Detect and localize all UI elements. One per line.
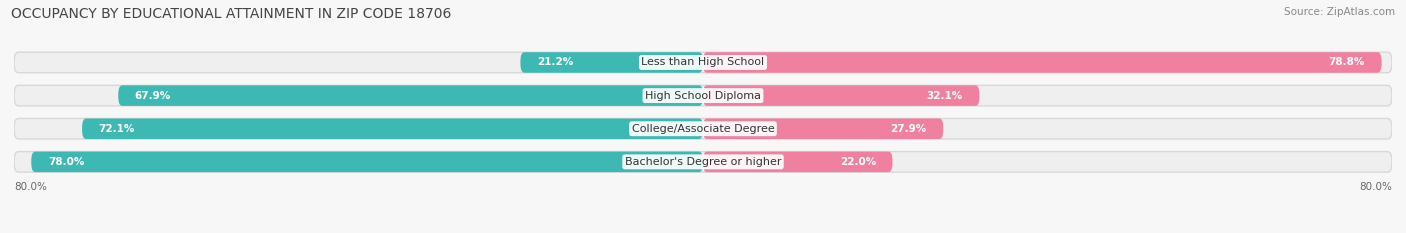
Text: 78.8%: 78.8% (1329, 58, 1365, 68)
FancyBboxPatch shape (703, 52, 1382, 73)
Text: 27.9%: 27.9% (890, 124, 927, 134)
FancyBboxPatch shape (14, 52, 1392, 73)
FancyBboxPatch shape (14, 152, 1392, 172)
FancyBboxPatch shape (31, 152, 703, 172)
FancyBboxPatch shape (703, 118, 943, 139)
Text: 32.1%: 32.1% (927, 91, 963, 101)
FancyBboxPatch shape (14, 118, 1392, 139)
Text: 21.2%: 21.2% (537, 58, 574, 68)
Text: Source: ZipAtlas.com: Source: ZipAtlas.com (1284, 7, 1395, 17)
Text: Bachelor's Degree or higher: Bachelor's Degree or higher (624, 157, 782, 167)
Text: College/Associate Degree: College/Associate Degree (631, 124, 775, 134)
FancyBboxPatch shape (82, 118, 703, 139)
Text: 67.9%: 67.9% (135, 91, 172, 101)
Text: 72.1%: 72.1% (98, 124, 135, 134)
Text: 22.0%: 22.0% (839, 157, 876, 167)
Text: 80.0%: 80.0% (14, 182, 46, 192)
Text: High School Diploma: High School Diploma (645, 91, 761, 101)
Text: 78.0%: 78.0% (48, 157, 84, 167)
Text: OCCUPANCY BY EDUCATIONAL ATTAINMENT IN ZIP CODE 18706: OCCUPANCY BY EDUCATIONAL ATTAINMENT IN Z… (11, 7, 451, 21)
Text: Less than High School: Less than High School (641, 58, 765, 68)
Text: 80.0%: 80.0% (1360, 182, 1392, 192)
FancyBboxPatch shape (520, 52, 703, 73)
FancyBboxPatch shape (703, 85, 980, 106)
FancyBboxPatch shape (118, 85, 703, 106)
FancyBboxPatch shape (14, 85, 1392, 106)
FancyBboxPatch shape (703, 152, 893, 172)
